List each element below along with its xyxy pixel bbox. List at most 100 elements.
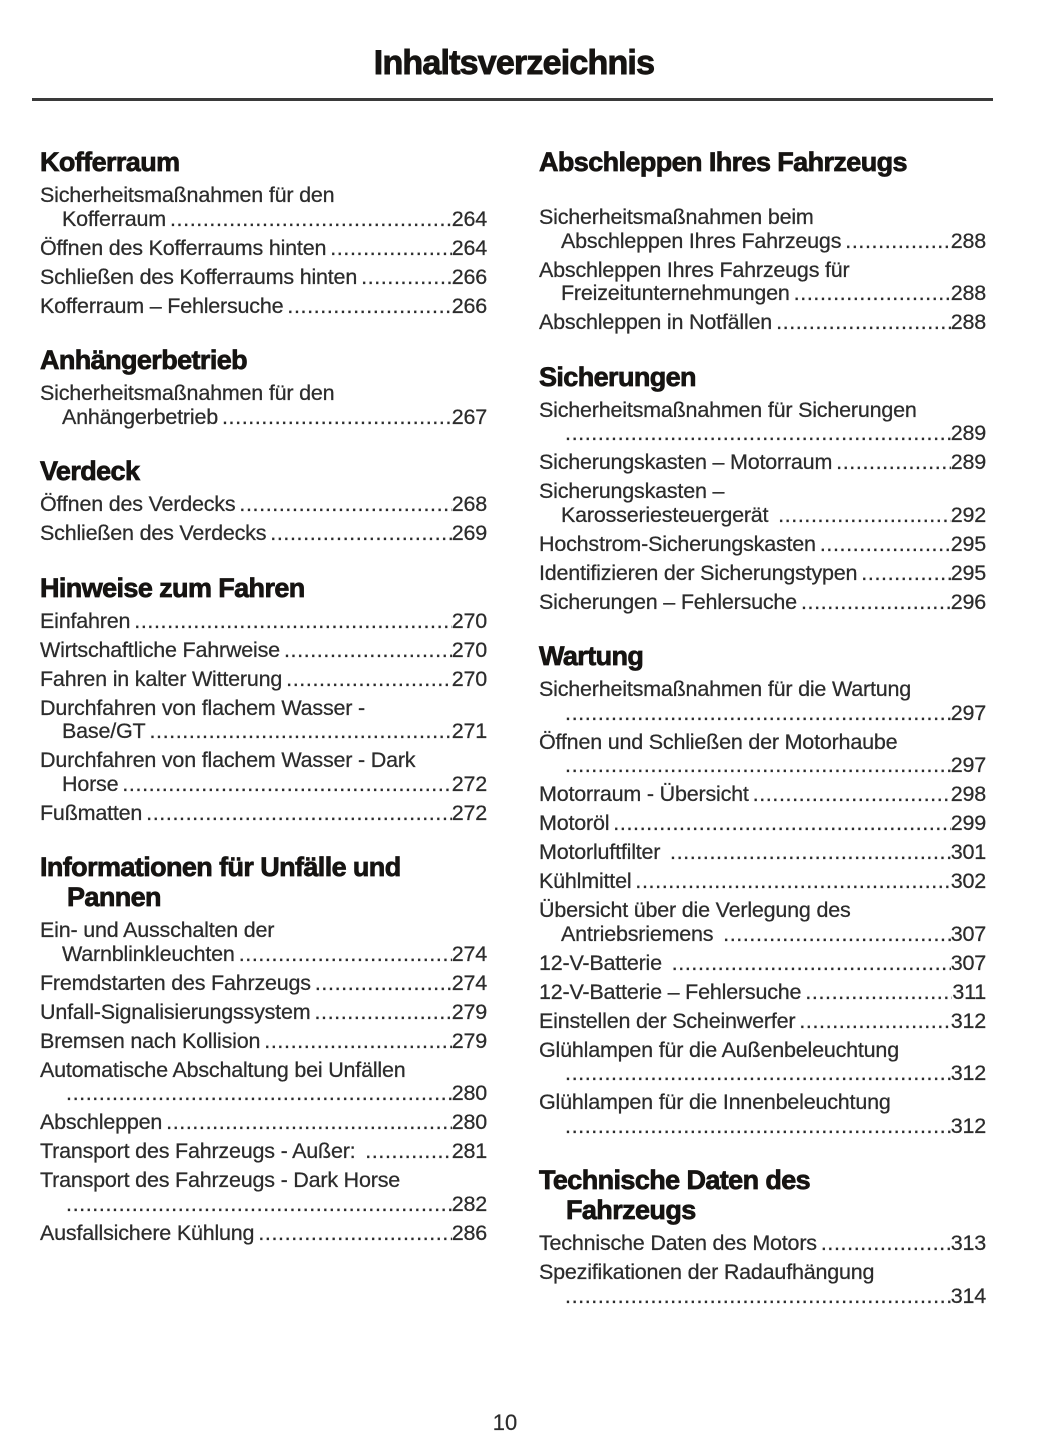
entry-last-line: Abschleppen in Notfällen................… bbox=[539, 310, 987, 335]
toc-entry: Glühlampen für die Innenbeleuchtung.....… bbox=[539, 1090, 986, 1138]
toc-entry: Transport des Fahrzeugs - Dark Horse....… bbox=[40, 1168, 487, 1217]
dot-leader: ........................................… bbox=[671, 951, 951, 975]
entry-text: Antriebsriemens bbox=[561, 921, 720, 946]
entry-text-line: Durchfahren von flachem Wasser - bbox=[40, 695, 365, 720]
section-heading: Verdeck bbox=[40, 456, 487, 487]
page-number-ref: 314 bbox=[950, 1283, 987, 1308]
toc-section: Kofferraum Sicherheitsmaßnahmen für den Ko… bbox=[40, 147, 488, 319]
dot-leader: ........................................… bbox=[66, 1082, 452, 1105]
page-number-ref: 311 bbox=[952, 979, 986, 1004]
page-number-ref: 292 bbox=[950, 502, 987, 527]
entry-last-line: ........................................… bbox=[539, 421, 986, 446]
entry-text-line: Sicherheitsmaßnahmen für den bbox=[40, 183, 335, 207]
toc-entry: Durchfahren von flachem Wasser - Base/GT.… bbox=[40, 695, 487, 744]
page-number-ref: 302 bbox=[950, 869, 987, 893]
dot-leader: ........................................… bbox=[221, 405, 452, 429]
toc-entry: Wirtschaftliche Fahrweise...............… bbox=[40, 637, 488, 663]
dot-leader: ........................................… bbox=[361, 265, 452, 289]
entry-text: Motorluftfilter bbox=[539, 840, 667, 864]
entry-last-line: Kofferraum..............................… bbox=[40, 207, 487, 232]
entry-text-line: Glühlampen für die Außenbeleuchtung bbox=[539, 1037, 899, 1062]
toc-entry: Transport des Fahrzeugs - Außer: .......… bbox=[40, 1139, 487, 1164]
entry-text: Karosseriesteuergerät bbox=[561, 502, 775, 527]
entry-last-line: Motoröl.................................… bbox=[539, 811, 986, 836]
entry-last-line: Abschleppen.............................… bbox=[40, 1110, 487, 1135]
entry-last-line: Ausfallsichere Kühlung..................… bbox=[40, 1221, 487, 1246]
page-number-ref: 270 bbox=[451, 637, 488, 662]
toc-entry: Spezifikationen der Radaufhängung.......… bbox=[539, 1260, 987, 1308]
page-number-ref: 296 bbox=[950, 589, 987, 614]
entry-text: Warnblinkleuchten bbox=[62, 941, 235, 966]
toc-entry: Sicherheitsmaßnahmen für Sicherungen....… bbox=[539, 397, 986, 446]
section-heading-line: Informationen für Unfälle und bbox=[40, 852, 402, 883]
page-number-ref: 267 bbox=[451, 404, 488, 429]
entry-last-line: Karosseriesteuergerät ..................… bbox=[539, 502, 987, 528]
section-heading-line: Abschleppen Ihres Fahrzeugs bbox=[539, 147, 908, 178]
toc-entry: 12-V-Batterie ..........................… bbox=[539, 950, 987, 976]
toc-section: Informationen für Unfälle und Pannen Ein- … bbox=[40, 852, 488, 1246]
entry-last-line: Öffnen des Kofferraums hinten...........… bbox=[40, 235, 487, 261]
entry-last-line: ........................................… bbox=[40, 1081, 487, 1106]
entry-text: Base/GT bbox=[62, 719, 146, 743]
entry-text-line: Automatische Abschaltung bei Unfällen bbox=[40, 1057, 406, 1082]
toc-entry: Ausfallsichere Kühlung..................… bbox=[40, 1221, 487, 1246]
toc-entry: Sicherungskasten – Karosseriesteuergerät … bbox=[539, 479, 987, 528]
entry-last-line: Transport des Fahrzeugs - Außer: .......… bbox=[40, 1139, 487, 1164]
page-number-ref: 270 bbox=[451, 608, 488, 633]
section-heading-line: Sicherungen bbox=[539, 361, 697, 392]
dot-leader: ........................................… bbox=[565, 1284, 951, 1308]
entry-last-line: ........................................… bbox=[40, 1192, 487, 1217]
section-heading-line: Anhängerbetrieb bbox=[40, 345, 248, 376]
page-number-ref: 274 bbox=[451, 941, 488, 966]
toc-section: Anhängerbetrieb Sicherheitsmaßnahmen für … bbox=[40, 345, 488, 430]
page-number-ref: 272 bbox=[451, 800, 488, 825]
page-number-ref: 307 bbox=[950, 950, 987, 975]
dot-leader: ........................................… bbox=[365, 1140, 452, 1163]
entry-last-line: 12-V-Batterie – Fehlersuche.............… bbox=[539, 979, 986, 1005]
entry-last-line: Technische Daten des Motors.............… bbox=[539, 1231, 986, 1256]
toc-entry: Öffnen und Schließen der Motorhaube.....… bbox=[539, 730, 986, 778]
entry-last-line: Antriebsriemens ........................… bbox=[539, 921, 987, 947]
dot-leader: ........................................… bbox=[776, 311, 951, 334]
page-number-ref: 297 bbox=[950, 700, 987, 725]
entry-last-line: Abschleppen Ihres Fahrzeugs.............… bbox=[539, 229, 986, 254]
entry-text: Einstellen der Scheinwerfer bbox=[539, 1008, 796, 1033]
page-number-ref: 288 bbox=[950, 310, 987, 334]
entry-text-line: Sicherheitsmaßnahmen für Sicherungen bbox=[539, 397, 917, 422]
entry-text: Abschleppen in Notfällen bbox=[539, 310, 773, 334]
page-number-ref: 272 bbox=[451, 771, 488, 796]
toc-column-left: Kofferraum Sicherheitsmaßnahmen für den Ko… bbox=[40, 147, 488, 1335]
entry-text: Schließen des Kofferraums hinten bbox=[40, 264, 358, 289]
page-number-ref: 266 bbox=[451, 293, 488, 318]
entry-text-line: Sicherheitsmaßnahmen beim bbox=[539, 205, 814, 229]
page-number-ref: 279 bbox=[451, 1028, 488, 1053]
entry-text: Fremdstarten des Fahrzeugs bbox=[40, 970, 311, 995]
toc-section: Sicherungen Sicherheitsmaßnahmen für Sich… bbox=[539, 361, 987, 615]
section-heading-line: Verdeck bbox=[40, 456, 141, 487]
entry-last-line: Freizeitunternehmungen..................… bbox=[539, 281, 986, 306]
toc-entry: Sicherheitsmaßnahmen beim Abschleppen Ihr… bbox=[539, 205, 986, 254]
page-number-ref: 307 bbox=[950, 921, 987, 946]
entry-last-line: Schließen des Verdecks..................… bbox=[40, 521, 487, 546]
toc-entry: Motorluftfilter ........................… bbox=[539, 840, 986, 865]
entry-text: Öffnen des Verdecks bbox=[40, 492, 236, 516]
toc-entry: Abschleppen in Notfällen................… bbox=[539, 310, 987, 335]
toc-column-right: Abschleppen Ihres Fahrzeugs Sicherheitsma… bbox=[539, 147, 987, 1335]
toc-entry: Fußmatten...............................… bbox=[40, 800, 488, 826]
dot-leader: ........................................… bbox=[752, 783, 951, 806]
entry-last-line: ........................................… bbox=[539, 700, 987, 726]
entry-last-line: Anhängerbetrieb.........................… bbox=[40, 404, 488, 430]
section-heading: Kofferraum bbox=[40, 147, 487, 178]
toc-entry: Kühlmittel..............................… bbox=[539, 869, 987, 894]
entry-text: Abschleppen bbox=[40, 1110, 163, 1134]
entry-text: Öffnen des Kofferraums hinten bbox=[40, 235, 327, 260]
entry-text: Transport des Fahrzeugs - Außer: bbox=[40, 1139, 362, 1163]
section-heading-line: Technische Daten des bbox=[539, 1165, 811, 1196]
entry-last-line: Sicherungskasten – Motorraum............… bbox=[539, 450, 986, 475]
toc-entry: Schließen des Kofferraums hinten........… bbox=[40, 264, 487, 290]
dot-leader: ........................................… bbox=[793, 282, 951, 305]
toc-entry: Abschleppen.............................… bbox=[40, 1110, 487, 1135]
toc-entry: Unfall-Signalisierungssystem............… bbox=[40, 1000, 487, 1025]
toc-entry: Kofferraum – Fehlersuche................… bbox=[40, 293, 488, 319]
toc-entry: Sicherungskasten – Motorraum............… bbox=[539, 450, 986, 475]
